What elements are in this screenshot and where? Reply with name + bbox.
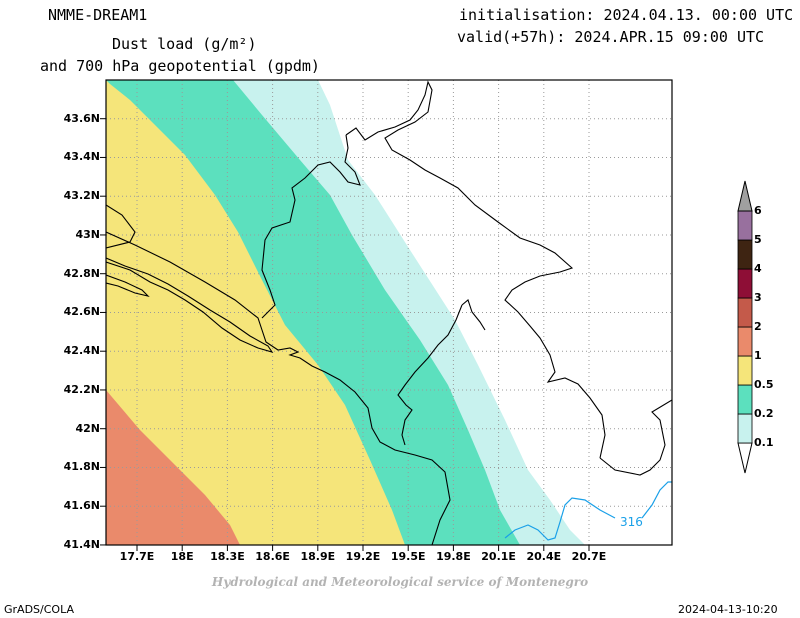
- lon-label: 20.1E: [481, 550, 516, 563]
- legend-label: 0.1: [754, 436, 774, 449]
- lon-label: 18.6E: [255, 550, 290, 563]
- lat-label: 42.6N: [63, 305, 100, 319]
- lat-label: 43.6N: [63, 111, 100, 125]
- lat-label: 42.4N: [63, 344, 100, 358]
- lat-label: 42.2N: [63, 382, 100, 396]
- legend-swatch: [737, 297, 753, 328]
- mljet-island: [106, 274, 150, 297]
- lon-label: 19.2E: [345, 550, 381, 563]
- gridlines: [106, 80, 672, 545]
- lon-label: 19.5E: [390, 550, 426, 563]
- albania-border: [397, 304, 463, 446]
- montenegro-serbia-border: [345, 80, 606, 459]
- croatia-coast: [106, 204, 136, 249]
- chart-title-line2: and 700 hPa geopotential (gpdm): [40, 57, 320, 75]
- geopotential-contour-316: [504, 481, 672, 541]
- lat-label: 42.8N: [63, 266, 100, 280]
- contour-label-316: 316: [620, 515, 643, 529]
- lat-label: 43.4N: [63, 150, 100, 164]
- legend-swatch: [737, 210, 753, 241]
- model-name: NMME-DREAM1: [48, 6, 148, 24]
- valid-time: valid(+57h): 2024.APR.15 09:00 UTC: [457, 28, 765, 46]
- dalmatian-coast: [106, 231, 451, 545]
- legend-label: 2: [754, 320, 762, 333]
- coastlines: [106, 80, 672, 545]
- east-border: [599, 399, 672, 476]
- legend-swatch: [737, 355, 753, 386]
- legend-swatch: [737, 268, 753, 299]
- lat-label: 42N: [75, 421, 100, 435]
- dust-fields: [106, 80, 672, 545]
- lon-label: 20.7E: [571, 550, 607, 563]
- legend-colorbar: [737, 180, 753, 474]
- legend-label: 4: [754, 262, 762, 275]
- chart-title-line1: Dust load (g/m²): [112, 35, 257, 53]
- lat-label: 43.2N: [63, 189, 100, 203]
- legend-swatch: [737, 413, 753, 444]
- software-label: GrADS/COLA: [4, 603, 74, 616]
- legend-label: 0.2: [754, 407, 774, 420]
- lat-label: 41.6N: [63, 499, 100, 513]
- lat-label: 43N: [75, 227, 100, 241]
- tick-marks: [100, 118, 590, 551]
- serbia-kosovo-border: [461, 299, 486, 331]
- legend-label: 0.5: [754, 378, 774, 391]
- legend-label: 3: [754, 291, 762, 304]
- legend-swatch: [737, 384, 753, 415]
- legend-under-triangle: [737, 442, 753, 474]
- lat-label: 41.8N: [63, 460, 100, 474]
- bih-border: [261, 134, 361, 319]
- legend-label: 5: [754, 233, 762, 246]
- peljesac-peninsula: [106, 257, 274, 353]
- lon-label: 18E: [170, 550, 194, 563]
- lon-label: 18.9E: [300, 550, 336, 563]
- lon-label: 17.7E: [119, 550, 155, 563]
- legend-swatch: [737, 326, 753, 357]
- legend-label: 6: [754, 204, 762, 217]
- lon-label: 19.8E: [436, 550, 471, 563]
- legend-over-triangle: [737, 180, 753, 212]
- lon-label: 18.3E: [210, 550, 245, 563]
- lon-label: 20.4E: [526, 550, 562, 563]
- legend-label: 1: [754, 349, 762, 362]
- legend-swatch: [737, 239, 753, 270]
- lat-label: 41.4N: [63, 537, 100, 551]
- init-time: initialisation: 2024.04.13. 00:00 UTC: [459, 6, 794, 24]
- credit-text: Hydrological and Meteorological service …: [211, 575, 589, 589]
- timestamp-label: 2024-04-13-10:20: [678, 603, 778, 616]
